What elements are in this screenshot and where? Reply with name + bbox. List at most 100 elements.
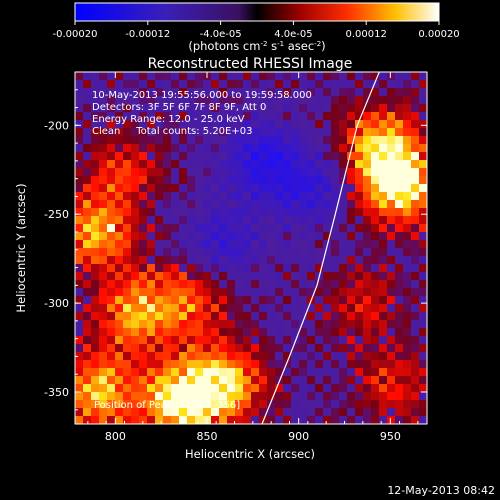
heatmap-cell [387,256,396,265]
heatmap-cell [251,352,260,361]
heatmap-cell [147,232,156,241]
heatmap-cell [331,376,340,385]
heatmap-cell [139,296,148,305]
heatmap-cell [235,320,244,329]
heatmap-cell [195,168,204,177]
heatmap-cell [307,176,316,185]
heatmap-cell [75,184,84,193]
heatmap-cell [99,120,108,129]
heatmap-cell [99,88,108,97]
heatmap-cell [99,344,108,353]
heatmap-cell [147,256,156,265]
heatmap-cell [267,184,276,193]
heatmap-cell [403,328,412,337]
heatmap-cell [243,232,252,241]
heatmap-cell [379,312,388,321]
heatmap-cell [195,216,204,225]
heatmap-cell [299,320,308,329]
heatmap-cell [91,264,100,273]
heatmap-cell [179,176,188,185]
heatmap-cell [107,360,116,369]
heatmap-cell [363,288,372,297]
heatmap-cell [403,368,412,377]
heatmap-cell [299,160,308,169]
heatmap-cell [395,256,404,265]
heatmap-cell [75,256,84,265]
heatmap-cell [395,352,404,361]
heatmap-cell [403,344,412,353]
heatmap-cell [395,136,404,145]
x-tick-label: 800 [105,430,126,443]
heatmap-cell [107,184,116,193]
heatmap-cell [139,400,148,409]
heatmap-cell [163,288,172,297]
heatmap-cell [371,312,380,321]
heatmap-cell [171,136,180,145]
heatmap-cell [235,392,244,401]
heatmap-cell [107,336,116,345]
heatmap-cell [331,240,340,249]
heatmap-cell [267,80,276,89]
heatmap-cell [107,384,116,393]
heatmap-cell [203,320,212,329]
heatmap-cell [283,344,292,353]
heatmap-cell [179,272,188,281]
units-sup2: -1 [277,40,284,48]
heatmap-cell [179,72,188,81]
heatmap-cell [355,408,364,417]
heatmap-cell [131,272,140,281]
heatmap-cell [315,392,324,401]
heatmap-cell [323,120,332,129]
heatmap-cell [419,352,427,361]
heatmap-cell [187,280,196,289]
heatmap-cell [275,248,284,257]
heatmap-cell [91,296,100,305]
heatmap-cell [403,336,412,345]
heatmap-cell [147,112,156,121]
heatmap-cell [291,144,300,153]
heatmap-cell [235,112,244,121]
heatmap-cell [411,160,420,169]
heatmap-cell [387,120,396,129]
heatmap-cell [331,200,340,209]
heatmap-cell [115,96,124,105]
heatmap-cell [163,280,172,289]
heatmap-cell [179,344,188,353]
heatmap-cell [347,312,356,321]
heatmap-cell [163,240,172,249]
heatmap-cell [363,176,372,185]
heatmap-cell [235,72,244,81]
heatmap-cell [155,264,164,273]
heatmap-cell [331,352,340,361]
heatmap-cell [251,280,260,289]
heatmap-cell [203,232,212,241]
heatmap-cell [411,256,420,265]
heatmap-cell [371,72,380,81]
heatmap-cell [283,400,292,409]
heatmap-cell [171,328,180,337]
heatmap-cell [147,400,156,409]
heatmap-cell [211,280,220,289]
heatmap-cell [315,120,324,129]
heatmap-cell [371,80,380,89]
heatmap-cell [243,248,252,257]
heatmap-cell [75,304,84,313]
heatmap-cell [91,256,100,265]
heatmap-cell [243,344,252,353]
heatmap-cell [91,112,100,121]
heatmap-cell [179,80,188,89]
heatmap-cell [355,200,364,209]
heatmap-cell [315,400,324,409]
heatmap-cell [363,72,372,81]
heatmap-cell [115,344,124,353]
heatmap-cell [235,168,244,177]
heatmap-cell [179,200,188,209]
heatmap-cell [123,88,132,97]
heatmap-cell [299,184,308,193]
heatmap-cell [331,120,340,129]
heatmap-cell [331,192,340,201]
heatmap-cell [83,248,92,257]
heatmap-cell [139,232,148,241]
heatmap-cell [419,304,427,313]
heatmap-cell [347,112,356,121]
